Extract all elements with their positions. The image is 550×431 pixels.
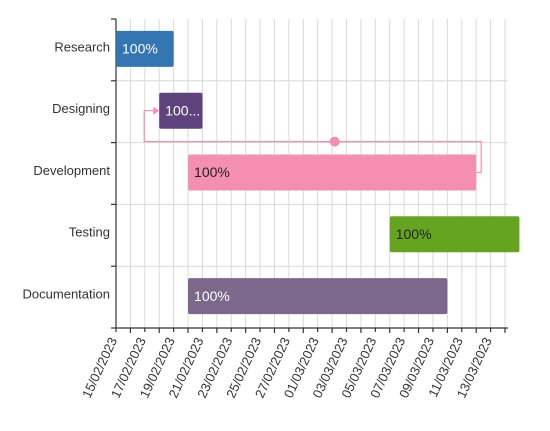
dependency-handle[interactable] <box>329 136 340 147</box>
progress-label: 100% <box>194 164 230 180</box>
task-name-label: Testing <box>69 225 110 240</box>
task-name-label: Research <box>54 39 110 54</box>
task-labels: Research Designing Development Testing Docum… <box>23 39 111 301</box>
task-name-label: Documentation <box>23 287 110 302</box>
task-bar-testing[interactable]: 100% <box>389 216 520 253</box>
task-bar-rect[interactable] <box>159 92 203 129</box>
task-name-label: Designing <box>52 101 110 116</box>
progress-label: 100% <box>396 226 432 242</box>
progress-label: 100% <box>122 41 158 57</box>
task-bar-rect[interactable] <box>188 154 477 191</box>
task-bars: 100% 100... 100% 100% 100% <box>116 30 520 315</box>
progress-label: 100... <box>165 102 200 118</box>
x-axis-tick-labels: 15/02/202317/02/202319/02/202321/02/2023… <box>79 335 495 400</box>
task-bar-rect[interactable] <box>389 216 520 253</box>
task-bar-rect[interactable] <box>188 278 448 315</box>
progress-label: 100% <box>194 288 230 304</box>
task-bar-development[interactable]: 100% <box>188 154 477 191</box>
task-bar-research[interactable]: 100% <box>116 30 174 67</box>
task-name-label: Development <box>33 163 110 178</box>
dependency-connectors <box>143 106 482 174</box>
axes <box>111 18 508 333</box>
task-bar-designing[interactable]: 100... <box>159 92 203 129</box>
dependency-arrowhead <box>153 106 160 115</box>
dependency-line <box>143 110 482 174</box>
task-bar-rect[interactable] <box>116 30 174 67</box>
task-bar-documentation[interactable]: 100% <box>188 278 448 315</box>
